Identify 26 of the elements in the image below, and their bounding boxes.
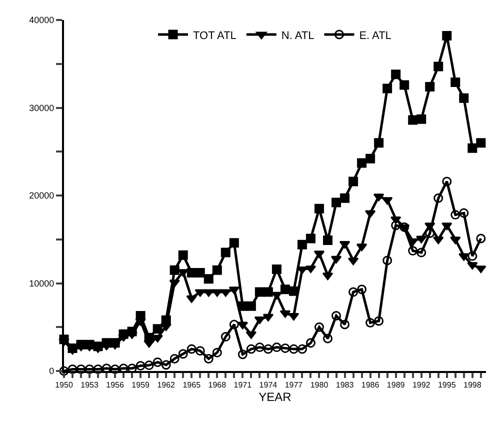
x-tick-label: 1959 [132,380,150,390]
x-axis-title: YEAR [258,390,292,404]
x-tick-label: 1983 [336,380,354,390]
x-tick-label: 1950 [55,380,74,390]
x-tick-label: 1998 [463,380,482,390]
legend-label: E. ATL [359,30,392,42]
y-tick-label: 40000 [29,15,54,26]
y-tick-label: 30000 [29,102,54,113]
x-tick-label: 1989 [386,380,406,390]
x-tick-label: 1992 [412,380,431,390]
x-tick-label: 1995 [438,380,456,390]
x-tick-label: 1965 [182,380,202,390]
y-tick-label: 20000 [29,190,54,201]
x-tick-label: 1968 [208,380,227,390]
x-tick-label: 1971 [234,380,252,390]
x-tick-label: 1980 [310,380,329,390]
legend-label: TOT ATL [193,30,236,42]
y-tick-label: 10000 [29,278,54,288]
x-tick-label: 1953 [80,380,99,390]
x-tick-label: 1956 [106,380,124,390]
x-tick-label: 1986 [361,380,380,390]
x-tick-label: 1962 [157,380,176,390]
legend-label: N. ATL [281,30,314,42]
y-tick-label: 0 [49,366,54,376]
x-tick-label: 1977 [284,380,304,390]
x-tick-label: 1974 [259,380,278,390]
